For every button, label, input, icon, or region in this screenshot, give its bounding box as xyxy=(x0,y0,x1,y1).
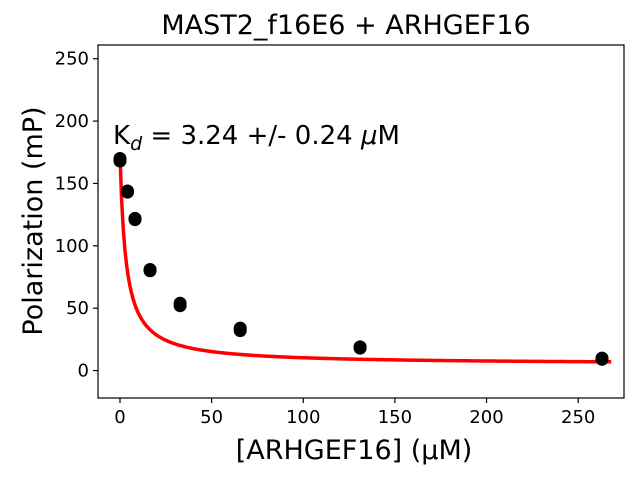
kd-value: = 3.24 +/- 0.24 xyxy=(142,121,361,151)
axis-ticks: 0 50 100 150 200 250 0 50 100 150 200 250 xyxy=(55,49,596,428)
data-point xyxy=(233,324,247,338)
data-point xyxy=(595,352,609,366)
x-tick-label: 150 xyxy=(378,407,412,428)
x-tick-label: 200 xyxy=(469,407,503,428)
data-point xyxy=(113,154,127,168)
y-tick-label: 0 xyxy=(78,361,89,382)
chart-title: MAST2_f16E6 + ARHGEF16 xyxy=(161,10,530,41)
x-tick-label: 0 xyxy=(114,407,125,428)
plot-frame xyxy=(97,44,625,399)
kd-symbol: K xyxy=(113,121,131,151)
fit-curve xyxy=(118,154,612,364)
kd-unit: M xyxy=(378,121,400,151)
y-tick-label: 150 xyxy=(55,173,89,194)
kd-unit-mu: μ xyxy=(360,121,378,151)
x-tick-label: 100 xyxy=(286,407,320,428)
data-point xyxy=(121,185,135,199)
data-point xyxy=(173,299,187,313)
kd-subscript: d xyxy=(130,133,143,155)
y-tick-label: 100 xyxy=(55,236,89,257)
y-axis-label: Polarization (mP) xyxy=(18,106,49,335)
kd-annotation: Kd = 3.24 +/- 0.24 μM xyxy=(113,121,400,155)
data-point xyxy=(353,341,367,355)
data-point xyxy=(128,213,142,227)
y-tick-label: 200 xyxy=(55,111,89,132)
data-point xyxy=(143,264,157,278)
x-axis-label: [ARHGEF16] (μM) xyxy=(236,435,473,466)
y-tick-label: 50 xyxy=(66,298,89,319)
x-tick-label: 250 xyxy=(561,407,595,428)
fit-curve-layer xyxy=(118,154,612,364)
x-tick-label: 50 xyxy=(200,407,223,428)
y-tick-label: 250 xyxy=(55,49,89,70)
data-points-layer xyxy=(113,152,609,366)
